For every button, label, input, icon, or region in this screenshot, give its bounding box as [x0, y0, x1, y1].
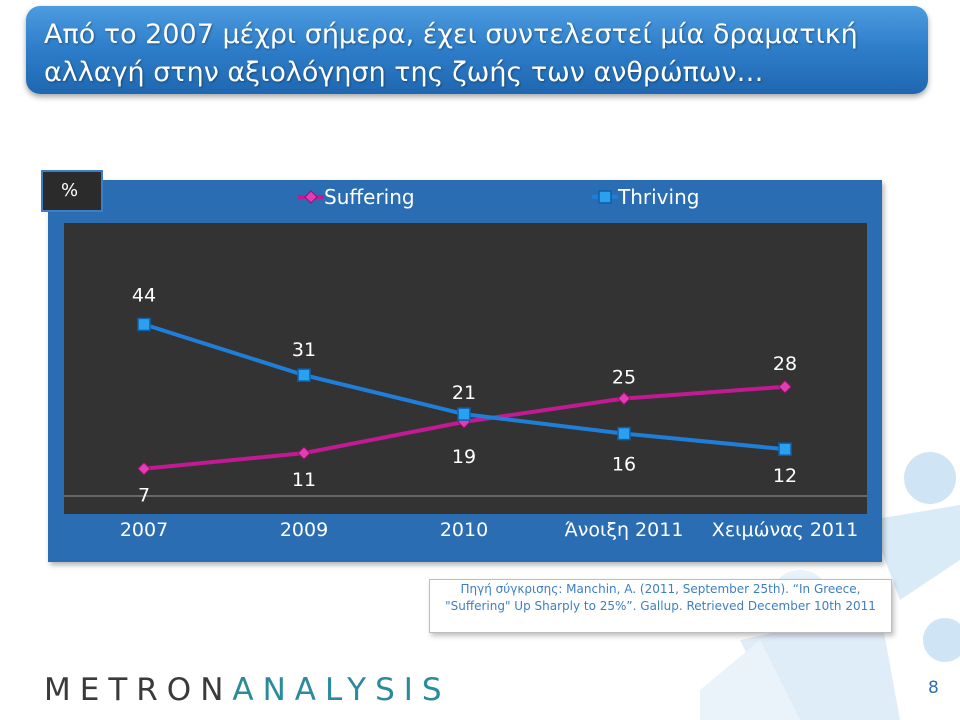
slide-title: Από το 2007 μέχρι σήμερα, έχει συντελεστ… [44, 19, 858, 88]
logo-text-analysis: ANALYSIS [232, 672, 451, 708]
data-label-thriving: 16 [612, 454, 636, 476]
x-tick-label: Άνοιξη 2011 [565, 519, 684, 541]
data-label-suffering: 25 [612, 367, 636, 389]
x-axis-ticks: 2007 2009 2010 Άνοιξη 2011 Χειμώνας 2011 [120, 519, 858, 541]
data-label-suffering: 11 [292, 469, 316, 491]
data-point-thriving [617, 426, 631, 441]
chart-legend: Suffering Thriving [298, 185, 699, 209]
data-point-thriving [457, 407, 471, 421]
data-label-thriving: 44 [132, 284, 156, 306]
x-tick-label: 2009 [280, 519, 328, 541]
data-point-suffering [297, 446, 311, 460]
data-point-suffering [778, 380, 792, 394]
source-citation: Πηγή σύγκρισης: Manchin, A. (2011, Septe… [429, 579, 892, 633]
x-tick-label: Χειμώνας 2011 [712, 519, 858, 541]
page-number: 8 [928, 678, 939, 698]
unit-label: % [41, 170, 103, 212]
title-banner: Από το 2007 μέχρι σήμερα, έχει συντελεστ… [26, 6, 928, 94]
data-point-suffering [617, 391, 631, 406]
data-label-suffering: 28 [773, 353, 797, 375]
data-label-suffering: 7 [138, 485, 150, 507]
data-labels: 7 11 19 25 28 44 31 21 16 12 [132, 284, 797, 506]
metron-analysis-logo: METRONANALYSIS [44, 672, 451, 708]
x-tick-label: 2007 [120, 519, 168, 541]
data-label-thriving: 31 [292, 339, 316, 361]
logo-text-metron: METRON [44, 672, 233, 708]
data-point-suffering [137, 461, 151, 476]
data-label-suffering: 19 [452, 446, 476, 468]
legend-label-suffering: Suffering [324, 185, 415, 209]
data-label-thriving: 21 [452, 382, 476, 404]
data-point-thriving [778, 442, 792, 456]
series-layer [137, 317, 792, 476]
data-point-thriving [297, 368, 311, 382]
plot-area [64, 223, 867, 514]
x-tick-label: 2010 [440, 519, 488, 541]
data-point-thriving [137, 317, 151, 332]
legend-label-thriving: Thriving [617, 185, 699, 209]
data-label-thriving: 12 [773, 465, 797, 487]
legend-marker-thriving [598, 190, 612, 204]
legend-marker-suffering [304, 190, 318, 204]
